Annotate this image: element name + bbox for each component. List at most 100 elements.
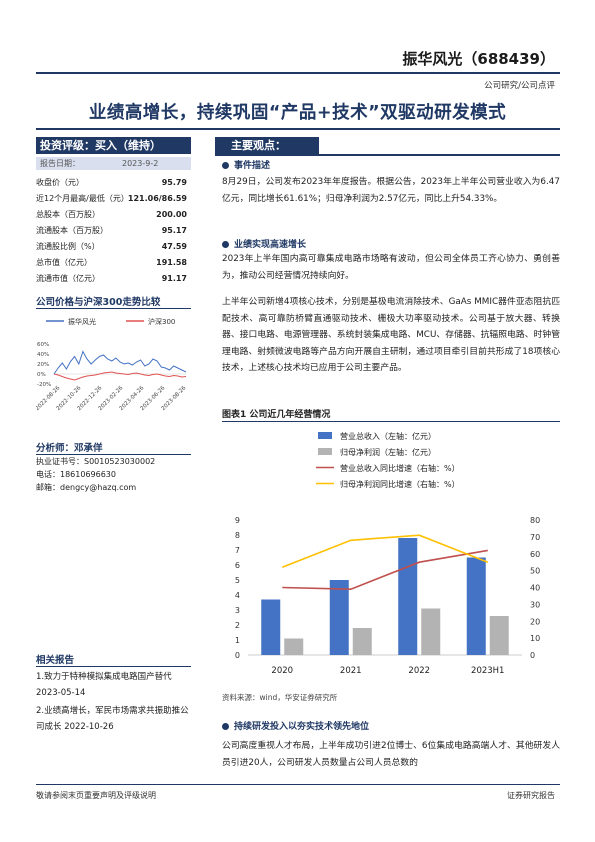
main-points-heading: 主要观点： bbox=[215, 137, 319, 154]
legend-label: 归母净利润同比增速（右轴：%） bbox=[340, 479, 460, 489]
header-divider bbox=[36, 72, 560, 74]
y-right-tick: 80 bbox=[530, 516, 540, 525]
bar-revenue bbox=[329, 580, 349, 655]
rating-label: 投资评级：买入（维持） bbox=[36, 137, 191, 154]
stats-table: 收盘价（元） 95.79 近12个月最高/最低（元） 121.06/86.59 总股… bbox=[36, 176, 191, 286]
bar-net-profit bbox=[489, 616, 509, 655]
x-category-label: 2020 bbox=[271, 666, 293, 676]
legend-label: 归母净利润（左轴：亿元） bbox=[340, 447, 436, 457]
y-right-tick: 60 bbox=[530, 550, 540, 559]
analyst-cert: 执业证书号：S0010523030002 bbox=[36, 457, 156, 466]
stat-value: 121.06/86.59 bbox=[127, 194, 187, 203]
revenue-growth-line bbox=[282, 549, 488, 591]
stat-value: 47.59 bbox=[161, 242, 187, 251]
stat-label: 流通市值（亿元） bbox=[36, 274, 100, 283]
stat-label: 总市值（亿元） bbox=[36, 258, 92, 267]
x-category-label: 2023H1 bbox=[471, 666, 504, 676]
stat-row: 收盘价（元） 95.79 bbox=[36, 176, 191, 190]
report-date-value: 2023-9-2 bbox=[122, 159, 159, 168]
related-report-item[interactable]: 1.致力于特种模拟集成电路国产替代 2023-05-14 bbox=[36, 672, 172, 698]
legend-label: 营业总收入（左轴：亿元） bbox=[340, 431, 436, 441]
legend-swatch bbox=[318, 432, 332, 439]
bar-revenue bbox=[398, 538, 418, 655]
y-right-tick: 20 bbox=[530, 617, 540, 626]
stat-value: 200.00 bbox=[156, 210, 187, 219]
figure-source: 资料来源：wind，华安证券研究所 bbox=[222, 693, 338, 702]
paragraph-growth-2: 上半年公司新增4项核心技术，分别是基极电流消除技术、GaAs MMIC器件亚态阻… bbox=[222, 297, 560, 373]
stat-row: 总股本（百万股） 200.00 bbox=[36, 208, 191, 222]
legend-swatch bbox=[318, 448, 332, 455]
stat-row: 近12个月最高/最低（元） 121.06/86.59 bbox=[36, 192, 191, 206]
report-category: 公司研究/公司点评 bbox=[484, 81, 555, 91]
y-left-tick: 9 bbox=[235, 516, 240, 525]
footer-divider bbox=[36, 784, 560, 785]
y-left-tick: 4 bbox=[235, 591, 240, 600]
bar-revenue bbox=[261, 599, 281, 655]
paragraph-event: 8月29日，公司发布2023年年度报告。根据公告，2023年上半年公司营业收入为… bbox=[222, 177, 560, 204]
analyst-email[interactable]: 邮箱：dengcy@hazq.com bbox=[36, 483, 137, 492]
y-right-tick: 30 bbox=[530, 600, 540, 609]
index-series-line bbox=[53, 371, 187, 381]
y-right-tick: 50 bbox=[530, 567, 540, 576]
stat-value: 91.17 bbox=[161, 274, 187, 283]
stat-label: 总股本（百万股） bbox=[36, 210, 100, 219]
stat-value: 95.79 bbox=[161, 178, 187, 187]
related-reports-title: 相关报告 bbox=[36, 655, 75, 666]
y-tick-label: 0% bbox=[37, 372, 46, 378]
bullet-icon bbox=[222, 241, 229, 248]
price-comparison-chart: 振华风光 沪深300 60%40%20%0%-20% 2022-08-26202… bbox=[36, 317, 188, 412]
company-series-line bbox=[53, 350, 187, 375]
analyst-divider bbox=[36, 454, 191, 455]
stat-value: 191.58 bbox=[156, 258, 187, 267]
bullet-icon bbox=[222, 162, 229, 169]
paragraph-rnd: 公司高度重视人才布局，上半年成功引进2位博士、6位集成电路高端人才、其他研发人员… bbox=[222, 741, 560, 768]
related-divider bbox=[36, 666, 191, 667]
stat-value: 95.17 bbox=[161, 226, 187, 235]
stat-row: 总市值（亿元） 191.58 bbox=[36, 256, 191, 270]
y-left-tick: 6 bbox=[235, 561, 240, 570]
price-chart-divider bbox=[36, 308, 191, 309]
y-tick-label: 40% bbox=[37, 352, 49, 358]
legend-index-label: 沪深300 bbox=[148, 317, 175, 326]
x-category-label: 2022 bbox=[408, 666, 430, 676]
section-heading-growth: 业绩实现高速增长 bbox=[222, 237, 306, 250]
x-category-label: 2021 bbox=[340, 666, 362, 676]
report-date-row: 报告日期： 2023-9-2 bbox=[36, 157, 191, 170]
stat-row: 流通市值（亿元） 91.17 bbox=[36, 272, 191, 286]
y-left-tick: 0 bbox=[235, 651, 240, 660]
report-date-label: 报告日期： bbox=[40, 159, 80, 168]
section-heading-rnd: 持续研发投入以夯实技术领先地位 bbox=[222, 719, 369, 732]
stat-label: 流通股本（百万股） bbox=[36, 226, 108, 235]
bar-revenue bbox=[466, 557, 486, 655]
profit-growth-line bbox=[282, 534, 489, 569]
report-title: 业绩高增长，持续巩固“产品+技术”双驱动研发模式 bbox=[88, 103, 507, 123]
y-left-tick: 8 bbox=[235, 531, 240, 540]
paragraph-growth-1: 2023年上半年国内高可靠集成电路市场略有波动，但公司全体员工齐心协力、勇创善为… bbox=[222, 254, 560, 281]
y-left-tick: 7 bbox=[235, 546, 240, 555]
title-divider bbox=[36, 128, 560, 130]
section-title: 事件描述 bbox=[234, 161, 271, 171]
stat-row: 流通股比例（%） 47.59 bbox=[36, 240, 191, 254]
related-report-item[interactable]: 2.业绩高增长，军民市场需求共振助推公司成长 2022-10-26 bbox=[36, 706, 189, 732]
bar-net-profit bbox=[284, 638, 304, 655]
bullet-icon bbox=[222, 723, 229, 730]
y-right-tick: 0 bbox=[530, 651, 535, 660]
y-left-tick: 2 bbox=[235, 621, 240, 630]
y-right-tick: 70 bbox=[530, 533, 540, 542]
legend-label: 营业总收入同比增速（右轴：%） bbox=[340, 463, 460, 473]
bar-net-profit bbox=[421, 608, 441, 655]
analyst-phone: 电话：18610696630 bbox=[36, 470, 116, 479]
legend-company-label: 振华风光 bbox=[68, 317, 96, 326]
operating-chart: 营业总收入（左轴：亿元） 归母净利润（左轴：亿元） 营业总收入同比增速（右轴：%） 归… bbox=[235, 431, 540, 676]
section-title: 持续研发投入以夯实技术领先地位 bbox=[234, 722, 370, 732]
y-left-tick: 5 bbox=[235, 576, 240, 585]
y-right-tick: 10 bbox=[530, 634, 540, 643]
footer-disclaimer: 敬请参阅末页重要声明及评级说明 bbox=[36, 791, 156, 800]
main-points-divider bbox=[215, 154, 560, 156]
y-tick-label: -20% bbox=[37, 382, 51, 388]
y-tick-label: 20% bbox=[37, 362, 49, 368]
section-title: 业绩实现高速增长 bbox=[234, 240, 307, 250]
stat-label: 近12个月最高/最低（元） bbox=[36, 194, 129, 203]
bar-net-profit bbox=[352, 628, 372, 655]
stat-row: 流通股本（百万股） 95.17 bbox=[36, 224, 191, 238]
